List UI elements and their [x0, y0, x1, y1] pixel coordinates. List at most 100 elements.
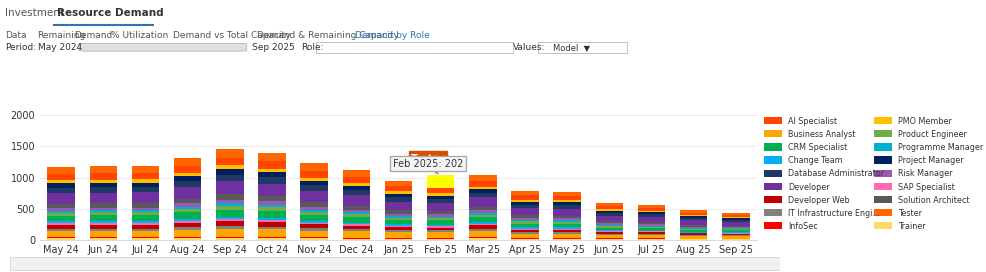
- Bar: [174, 199, 201, 203]
- Bar: [131, 237, 159, 239]
- Bar: [90, 231, 117, 237]
- Text: Trainer: Trainer: [897, 222, 925, 231]
- Bar: [468, 237, 496, 239]
- Bar: [300, 181, 327, 185]
- Bar: [90, 239, 117, 240]
- Text: Risk Manager: Risk Manager: [897, 169, 951, 178]
- Bar: [385, 239, 412, 240]
- Bar: [258, 153, 285, 161]
- Bar: [722, 226, 748, 227]
- Bar: [131, 187, 159, 192]
- Bar: [258, 177, 285, 184]
- Bar: [174, 187, 201, 199]
- Text: Period:: Period:: [5, 43, 36, 52]
- Bar: [47, 193, 75, 204]
- Bar: [385, 216, 412, 218]
- Text: Remaining: Remaining: [37, 31, 86, 40]
- Bar: [174, 219, 201, 221]
- Bar: [300, 178, 327, 181]
- Bar: [300, 163, 327, 171]
- Bar: [763, 222, 781, 230]
- Bar: [511, 234, 538, 238]
- Bar: [342, 224, 370, 226]
- Bar: [596, 206, 622, 209]
- Text: Tester: Tester: [897, 209, 922, 218]
- Bar: [722, 235, 748, 236]
- Bar: [427, 193, 454, 196]
- Bar: [874, 222, 891, 230]
- Bar: [258, 184, 285, 196]
- Bar: [511, 228, 538, 230]
- Bar: [596, 209, 622, 211]
- Bar: [511, 218, 538, 220]
- Bar: [174, 158, 201, 166]
- Text: Feb 2025: 202: Feb 2025: 202: [392, 159, 462, 169]
- Bar: [385, 224, 412, 226]
- Bar: [637, 232, 665, 234]
- Bar: [47, 239, 75, 240]
- Text: Change Team: Change Team: [788, 156, 842, 165]
- Bar: [216, 203, 244, 206]
- Bar: [511, 200, 538, 202]
- Bar: [763, 156, 781, 164]
- Bar: [47, 174, 75, 180]
- Text: PMO Member: PMO Member: [897, 117, 951, 126]
- Bar: [300, 212, 327, 215]
- Bar: [90, 215, 117, 221]
- Bar: [596, 203, 622, 206]
- Bar: [722, 232, 748, 233]
- Bar: [216, 217, 244, 219]
- Bar: [553, 205, 581, 209]
- Bar: [300, 209, 327, 212]
- Bar: [596, 226, 622, 228]
- Bar: [874, 183, 891, 190]
- Bar: [553, 232, 581, 234]
- Text: Database Administrator: Database Administrator: [788, 169, 883, 178]
- Bar: [637, 212, 665, 214]
- Bar: [468, 207, 496, 210]
- Bar: [679, 218, 707, 220]
- Bar: [427, 218, 454, 220]
- Bar: [258, 202, 285, 205]
- Bar: [300, 215, 327, 221]
- Bar: [174, 209, 201, 212]
- Bar: [216, 238, 244, 240]
- Bar: [468, 175, 496, 181]
- Bar: [174, 206, 201, 209]
- Bar: [90, 180, 117, 183]
- Text: Tester: Tester: [410, 153, 445, 163]
- Bar: [342, 183, 370, 186]
- Bar: [174, 166, 201, 172]
- Bar: [874, 130, 891, 137]
- Bar: [90, 210, 117, 212]
- Bar: [385, 181, 412, 186]
- Bar: [596, 234, 622, 235]
- Bar: [511, 232, 538, 234]
- Bar: [596, 228, 622, 230]
- Bar: [342, 239, 370, 240]
- Bar: [216, 206, 244, 210]
- Bar: [300, 207, 327, 209]
- Text: Values:: Values:: [513, 43, 545, 52]
- Bar: [596, 232, 622, 234]
- Text: SAP Specialist: SAP Specialist: [897, 183, 954, 191]
- Bar: [216, 175, 244, 181]
- Bar: [131, 180, 159, 183]
- Bar: [596, 213, 622, 216]
- Bar: [174, 238, 201, 240]
- Bar: [722, 233, 748, 234]
- Bar: [342, 226, 370, 229]
- Bar: [427, 214, 454, 217]
- Bar: [131, 225, 159, 229]
- Bar: [216, 221, 244, 226]
- Bar: [874, 143, 891, 150]
- Bar: [427, 239, 454, 240]
- Bar: [90, 173, 117, 180]
- Bar: [468, 187, 496, 189]
- Bar: [679, 228, 707, 230]
- Bar: [679, 232, 707, 233]
- Bar: [47, 231, 75, 237]
- Bar: [596, 239, 622, 240]
- Bar: [385, 191, 412, 194]
- Bar: [258, 211, 285, 218]
